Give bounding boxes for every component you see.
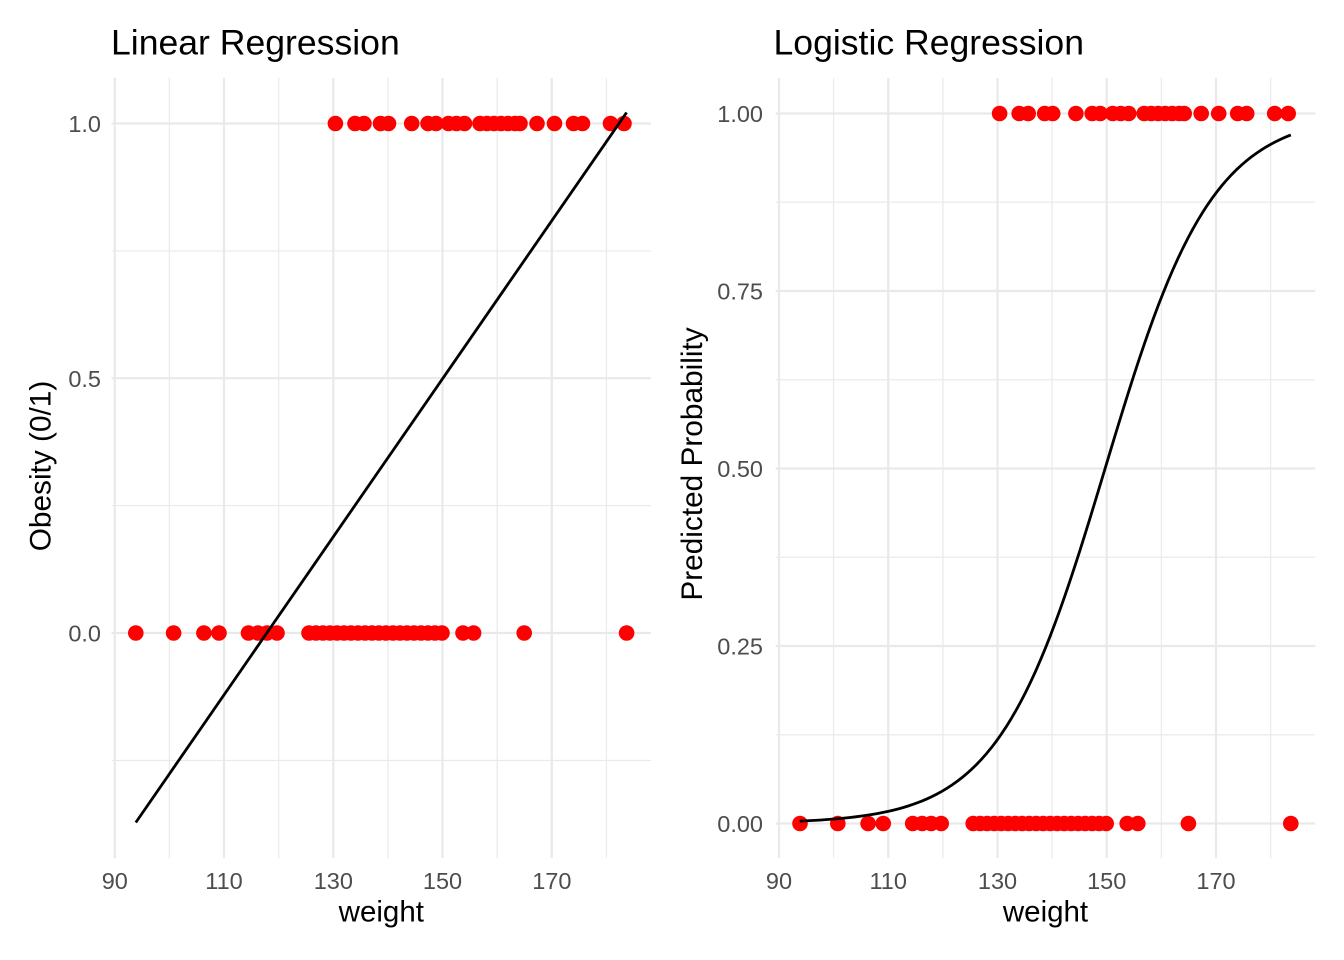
svg-text:Linear Regression: Linear Regression — [111, 22, 400, 62]
svg-text:110: 110 — [205, 868, 242, 894]
svg-text:150: 150 — [1087, 868, 1126, 894]
svg-text:110: 110 — [869, 868, 906, 894]
svg-text:0.5: 0.5 — [68, 366, 101, 392]
svg-text:0.25: 0.25 — [717, 634, 763, 660]
svg-text:130: 130 — [978, 868, 1017, 894]
svg-text:1.0: 1.0 — [68, 111, 101, 137]
svg-text:weight: weight — [338, 896, 424, 929]
svg-text:0.0: 0.0 — [68, 621, 101, 647]
svg-text:0.75: 0.75 — [717, 279, 763, 305]
svg-text:weight: weight — [1002, 896, 1088, 929]
svg-text:90: 90 — [102, 868, 128, 894]
svg-text:Predicted Probability: Predicted Probability — [676, 327, 709, 600]
svg-text:90: 90 — [766, 868, 792, 894]
svg-text:0.50: 0.50 — [717, 456, 763, 482]
svg-text:170: 170 — [532, 868, 571, 894]
svg-text:170: 170 — [1196, 868, 1235, 894]
svg-text:150: 150 — [423, 868, 462, 894]
svg-text:1.00: 1.00 — [717, 101, 763, 127]
svg-text:Logistic Regression: Logistic Regression — [774, 22, 1084, 62]
svg-text:0.00: 0.00 — [717, 811, 763, 837]
svg-text:130: 130 — [314, 868, 353, 894]
svg-text:Obesity (0/1): Obesity (0/1) — [25, 381, 58, 552]
